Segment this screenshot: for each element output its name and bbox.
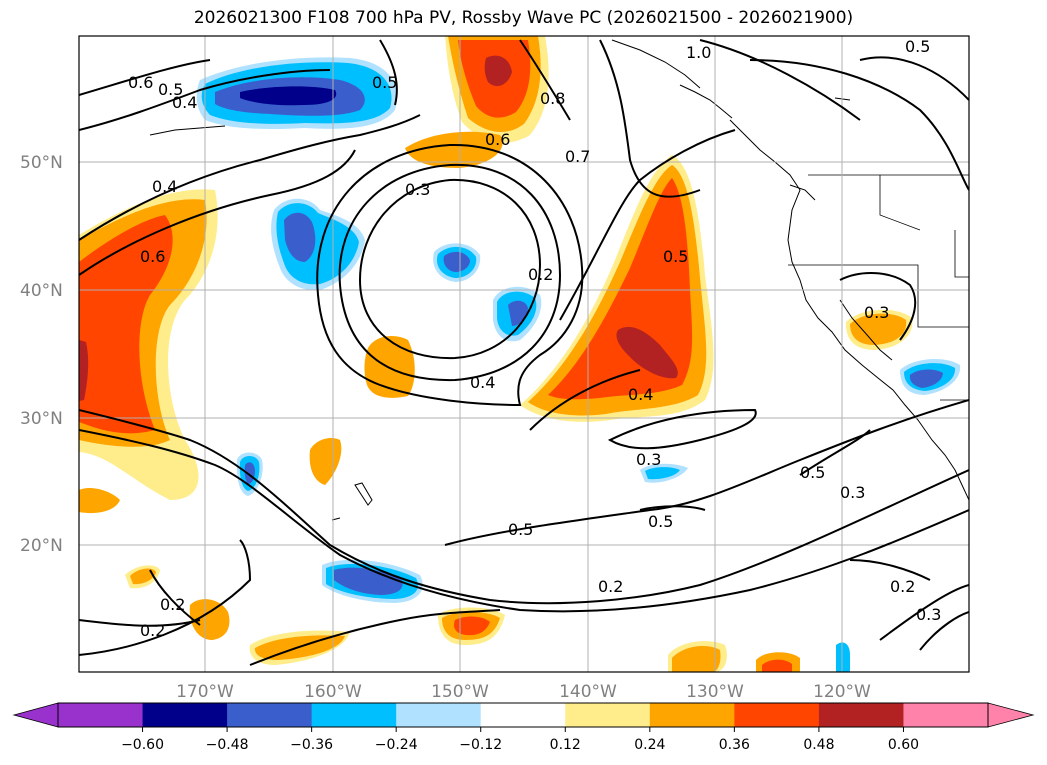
colorbar-bin: [649, 703, 735, 727]
colorbar-tick-label: 0.48: [803, 737, 834, 753]
colorbar-bin: [58, 703, 144, 727]
lon-label: 130°W: [686, 682, 744, 702]
lon-label: 170°W: [176, 682, 234, 702]
contour-label: 0.4: [628, 385, 653, 404]
contour-label: 0.5: [800, 463, 825, 482]
colorbar-tick-label: −0.12: [459, 737, 502, 753]
contour-label: 0.5: [372, 73, 397, 92]
contour-label: 0.3: [405, 180, 430, 199]
longitude-labels: 170°W 160°W 150°W 140°W 130°W 120°W: [176, 682, 871, 702]
colorbar-tick-label: 0.60: [888, 737, 919, 753]
map-frame: [78, 35, 970, 673]
map-area: 0.6 0.5 0.4 0.5 1.0 0.5 0.8 0.6 0.7 0.4 …: [79, 36, 969, 672]
contour-label: 0.5: [158, 80, 183, 99]
contour-label: 0.6: [140, 247, 165, 266]
lon-label: 150°W: [431, 682, 489, 702]
contour-label: 0.5: [663, 247, 688, 266]
contour-label: 0.4: [152, 177, 177, 196]
contour-label: 0.4: [470, 373, 495, 392]
colorbar: −0.60 −0.48 −0.36 −0.24 −0.12 0.12 0.24 0.36 0.4…: [12, 702, 1035, 753]
contour-label: 0.5: [905, 37, 930, 56]
colorbar-bin: [142, 703, 228, 727]
contour-label: 0.2: [528, 265, 553, 284]
colorbar-tick-label: −0.60: [121, 737, 164, 753]
political-borders: [788, 174, 969, 401]
colorbar-bin: [227, 703, 313, 727]
contour-label: 0.3: [636, 450, 661, 469]
colorbar-tick-label: 0.24: [634, 737, 665, 753]
lon-label: 140°W: [559, 682, 617, 702]
contour-label: 0.2: [140, 621, 165, 640]
lat-label: 30°N: [20, 409, 63, 429]
contour-label: 0.6: [128, 73, 153, 92]
lat-label: 50°N: [20, 153, 63, 173]
colorbar-bin: [818, 703, 904, 727]
contour-label: 0.3: [840, 483, 865, 502]
lon-label: 160°W: [304, 682, 362, 702]
contour-labels: 0.6 0.5 0.4 0.5 1.0 0.5 0.8 0.6 0.7 0.4 …: [128, 37, 941, 640]
colorbar-bin: [903, 703, 989, 727]
colorbar-tick-label: 0.12: [550, 737, 581, 753]
colorbar-bin: [734, 703, 820, 727]
contour-label: 0.7: [565, 147, 590, 166]
colorbar-tick-label: −0.24: [375, 737, 418, 753]
contour-label: 0.4: [172, 93, 197, 112]
lon-label: 120°W: [813, 682, 871, 702]
colorbar-bin: [396, 703, 482, 727]
lat-label: 40°N: [20, 281, 63, 301]
contour-label: 0.2: [160, 595, 185, 614]
colorbar-bin: [480, 703, 566, 727]
contour-label: 0.3: [916, 605, 941, 624]
contour-label: 1.0: [686, 43, 711, 62]
colorbar-extend-min: [12, 702, 59, 728]
pv-anomaly-fill: [79, 36, 961, 672]
map-title: 2026021300 F108 700 hPa PV, Rossby Wave …: [193, 8, 854, 28]
colorbar-extend-max: [987, 702, 1035, 728]
colorbar-tick-label: 0.36: [719, 737, 750, 753]
contour-label: 0.5: [508, 520, 533, 539]
colorbar-tick-label: −0.48: [206, 737, 249, 753]
colorbar-tick-label: −0.36: [290, 737, 333, 753]
colorbar-bin: [311, 703, 397, 727]
colorbar-frame: [57, 702, 989, 728]
gridlines: [79, 36, 969, 672]
pv-contours: [79, 39, 969, 666]
contour-label: 0.6: [485, 130, 510, 149]
coastlines: [149, 39, 969, 521]
lat-label: 20°N: [20, 536, 63, 556]
contour-label: 0.2: [890, 577, 915, 596]
contour-label: 0.2: [598, 577, 623, 596]
colorbar-bin: [565, 703, 651, 727]
latitude-labels: 50°N 40°N 30°N 20°N: [20, 153, 63, 556]
contour-label: 0.8: [540, 89, 565, 108]
contour-label: 0.3: [864, 303, 889, 322]
contour-label: 0.5: [648, 512, 673, 531]
